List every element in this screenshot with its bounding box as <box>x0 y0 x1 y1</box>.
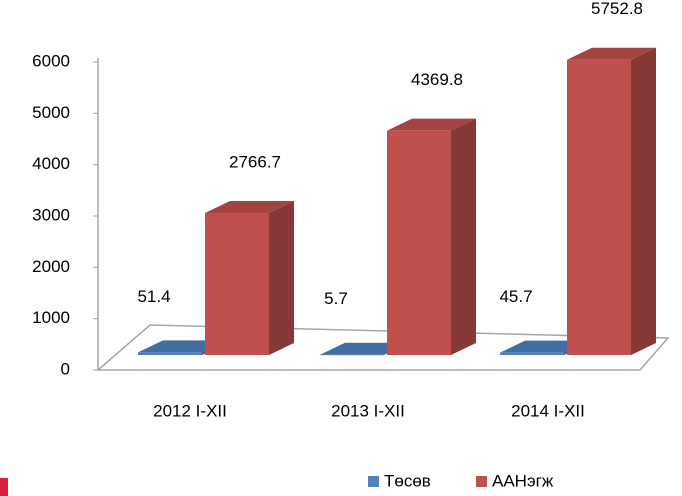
data-label: 45.7 <box>499 287 532 306</box>
bar-top <box>567 47 656 60</box>
bar <box>567 59 631 355</box>
y-tick-label: 1000 <box>32 308 70 327</box>
bar <box>205 212 269 355</box>
y-tick-label: 4000 <box>32 154 70 173</box>
legend-swatch <box>368 476 379 487</box>
y-tick-label: 6000 <box>32 51 70 70</box>
y-tick-label: 2000 <box>32 257 70 276</box>
x-tick-label: 2013 I-XII <box>331 401 405 420</box>
bar-side <box>451 118 476 356</box>
data-label: 2766.7 <box>229 152 281 171</box>
bar <box>320 354 384 356</box>
bar-top <box>138 340 227 353</box>
x-tick-label: 2014 I-XII <box>511 401 585 420</box>
legend-label: ААНэгж <box>492 471 554 490</box>
bar-top <box>500 340 589 353</box>
bar-top <box>205 200 294 213</box>
data-label: 4369.8 <box>411 70 463 89</box>
y-tick-label: 0 <box>61 359 70 378</box>
floor <box>95 324 670 371</box>
bar <box>500 352 564 355</box>
legend-swatch <box>476 476 487 487</box>
bar-top <box>320 342 409 355</box>
bar-side <box>269 200 294 355</box>
bar <box>138 352 202 355</box>
edge-decoration <box>0 478 8 496</box>
bar <box>387 130 451 355</box>
y-tick-label: 5000 <box>32 103 70 122</box>
x-tick-label: 2012 I-XII <box>153 401 227 420</box>
bar-top <box>387 118 476 131</box>
bar-side <box>631 47 656 355</box>
data-label: 5752.8 <box>591 0 643 18</box>
y-tick-label: 3000 <box>32 205 70 224</box>
data-label: 51.4 <box>137 287 170 306</box>
legend-label: Төсөв <box>384 471 431 490</box>
data-label: 5.7 <box>324 289 348 308</box>
